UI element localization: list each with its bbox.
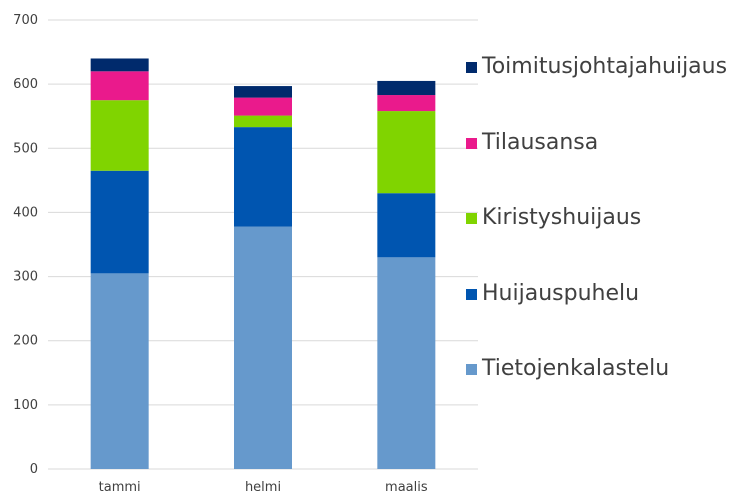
- legend-item: Kiristyshuijaus: [462, 199, 752, 275]
- y-tick-label: 400: [13, 205, 38, 220]
- bar-segment: [234, 127, 292, 227]
- bar-segment: [90, 100, 149, 171]
- y-tick-label: 300: [13, 270, 38, 285]
- bar-segment: [377, 95, 436, 112]
- y-tick-label: 500: [13, 141, 38, 156]
- legend-label: Tilausansa: [482, 129, 599, 155]
- bar-segment: [90, 71, 149, 101]
- chart-legend: Toimitusjohtajahuijaus Tilausansa Kiristys…: [462, 48, 752, 426]
- bar-segment: [377, 80, 436, 96]
- legend-swatch: [466, 137, 477, 149]
- legend-label: Tietojenkalastelu: [482, 356, 670, 381]
- y-tick-label: 700: [13, 13, 38, 28]
- y-tick-label: 0: [30, 462, 38, 477]
- bar-segment: [377, 257, 436, 469]
- legend-item: Huijauspuhelu: [462, 275, 752, 351]
- bar-segment: [234, 86, 292, 98]
- bar-segment: [90, 273, 149, 469]
- bar-segment: [90, 170, 149, 274]
- x-category-label: helmi: [245, 480, 281, 495]
- legend-swatch: [466, 62, 477, 73]
- legend-swatch: [466, 364, 477, 375]
- bar-segment: [90, 58, 149, 72]
- legend-item: Tietojenkalastelu: [462, 350, 752, 426]
- y-tick-label: 200: [13, 334, 38, 349]
- x-category-label: maalis: [385, 480, 428, 495]
- legend-swatch: [466, 213, 477, 224]
- legend-label: Kiristyshuijaus: [482, 205, 642, 230]
- legend-item: Toimitusjohtajahuijaus: [462, 48, 752, 124]
- bar-segment: [234, 115, 292, 128]
- bar-segment: [234, 97, 292, 116]
- legend-item: Tilausansa: [462, 124, 752, 200]
- legend-label: Huijauspuhelu: [482, 280, 640, 306]
- bar-segment: [377, 111, 436, 194]
- legend-label: Toimitusjohtajahuijaus: [482, 54, 728, 79]
- bar-segment: [377, 193, 436, 258]
- y-tick-label: 100: [13, 398, 38, 413]
- bar-segment: [234, 226, 292, 469]
- x-category-label: tammi: [99, 480, 141, 495]
- y-tick-label: 600: [13, 77, 38, 92]
- legend-swatch: [466, 288, 477, 300]
